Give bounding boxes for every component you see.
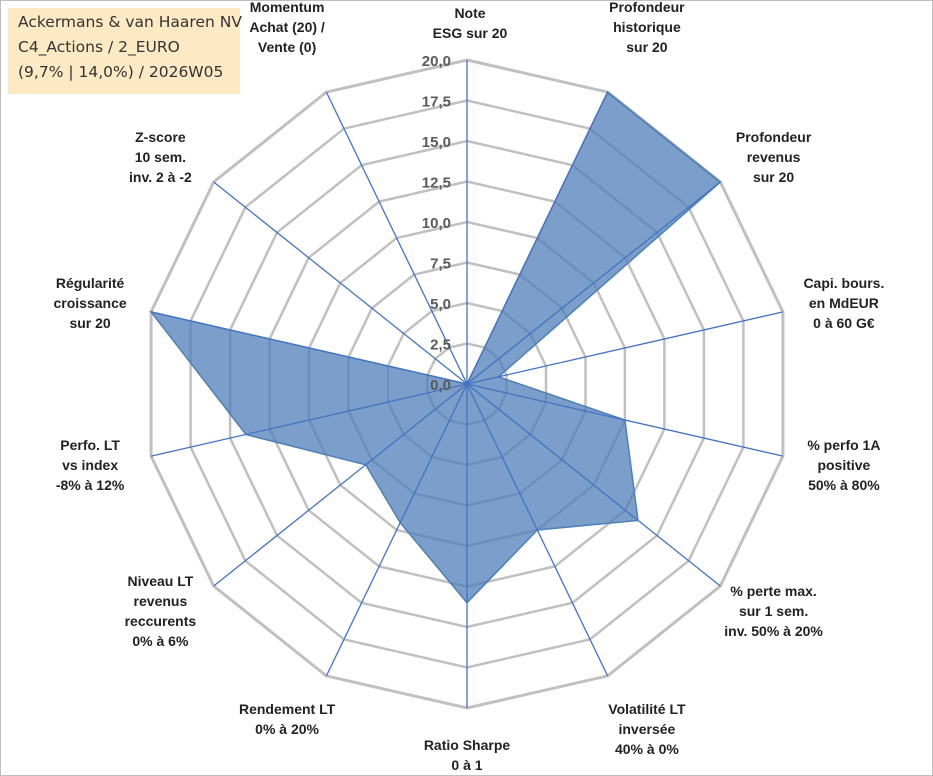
axis-label-line: revenus — [134, 593, 188, 609]
axis-spoke — [213, 181, 468, 385]
axis-label-line: % perfo 1A — [807, 437, 880, 453]
axis-label: Perfo. LT vs index -8% à 12% — [56, 437, 125, 493]
axis-spoke — [466, 311, 784, 385]
axis-label-line: Profondeur — [609, 0, 685, 15]
axis-spoke — [325, 91, 468, 385]
axis-label-line: Note — [454, 5, 485, 21]
axis-spoke — [150, 383, 468, 457]
axis-label-line: Ratio Sharpe — [424, 737, 511, 753]
axis-label-line: Achat (20) / — [249, 19, 325, 35]
axis-label-line: vs index — [62, 457, 118, 473]
axis-label: Rendement LT 0% à 20% — [239, 701, 336, 737]
axis-label-line: Régularité — [56, 275, 125, 291]
category-label: C4_Actions / 2_EURO — [18, 38, 180, 56]
axis-label-line: 0 à 60 G€ — [813, 315, 875, 331]
tick-label: 15,0 — [422, 134, 451, 151]
axis-spoke — [466, 383, 721, 587]
axis-label-line: Z-score — [135, 129, 186, 145]
axis-label: % perte max. sur 1 sem. inv. 50% à 20% — [724, 583, 823, 639]
axis-label: Niveau LT revenus reccurents 0% à 6% — [125, 573, 197, 649]
axis-label-line: 50% à 80% — [808, 477, 880, 493]
tick-label: 12,5 — [422, 175, 451, 192]
axis-label-line: -8% à 12% — [56, 477, 125, 493]
axis-label-line: Profondeur — [736, 129, 812, 145]
axis-label-line: en MdEUR — [809, 295, 879, 311]
axis-label: Z-score 10 sem. inv. 2 à -2 — [129, 129, 192, 185]
axis-label-line: revenus — [747, 149, 801, 165]
tick-label: 0,0 — [430, 377, 451, 394]
axis-label-line: sur 1 sem. — [739, 603, 808, 619]
axis-label-line: ESG sur 20 — [433, 25, 508, 41]
axis-label-line: 40% à 0% — [615, 741, 679, 757]
tick-label: 17,5 — [422, 94, 451, 111]
axis-label-line: historique — [613, 19, 681, 35]
tick-label: 7,5 — [430, 256, 451, 273]
axis-label-line: Vente (0) — [258, 39, 316, 55]
tick-label: 5,0 — [430, 296, 451, 313]
axis-label-line: 0% à 20% — [255, 721, 319, 737]
axis-label-line: inversée — [618, 721, 675, 737]
axis-label-line: 0 à 1 — [451, 757, 482, 773]
axis-label-line: reccurents — [125, 613, 197, 629]
axis-spoke — [466, 181, 721, 385]
axis-label-line: Niveau LT — [127, 573, 193, 589]
axis-label: Régularité croissance sur 20 — [54, 275, 127, 331]
axis-spoke — [325, 383, 468, 677]
axis-label-line: % perte max. — [730, 583, 816, 599]
axis-label: % perfo 1A positive 50% à 80% — [807, 437, 880, 493]
axis-label: Profondeur historique sur 20 — [609, 0, 685, 55]
axis-label-line: positive — [817, 457, 870, 473]
performance-week-label: (9,7% | 14,0%) / 2026W05 — [18, 63, 224, 81]
axis-label-line: Rendement LT — [239, 701, 336, 717]
axis-label: Volatilité LT inversée 40% à 0% — [608, 701, 686, 757]
axis-label-line: 0% à 6% — [132, 633, 189, 649]
axis-spoke — [466, 91, 609, 385]
axis-label-line: sur 20 — [626, 39, 667, 55]
axis-label-line: Capi. bours. — [803, 275, 884, 291]
axis-label-line: 10 sem. — [135, 149, 186, 165]
axis-label-line: Volatilité LT — [608, 701, 686, 717]
axis-label: Ratio Sharpe 0 à 1 — [424, 737, 511, 773]
axis-spoke — [150, 311, 468, 385]
axis-label-line: sur 20 — [753, 169, 794, 185]
axis-label-line: Perfo. LT — [60, 437, 120, 453]
axis-label: Note ESG sur 20 — [433, 5, 508, 41]
axis-label-line: croissance — [54, 295, 127, 311]
company-name: Ackermans & van Haaren NV — [18, 13, 242, 31]
axis-label-line: sur 20 — [69, 315, 110, 331]
axis-spoke — [213, 383, 468, 587]
tick-label: 2,5 — [430, 337, 451, 354]
axis-label-line: inv. 50% à 20% — [724, 623, 823, 639]
axis-label: Profondeur revenus sur 20 — [736, 129, 812, 185]
axis-label-line: inv. 2 à -2 — [129, 169, 192, 185]
axis-label: Momentum Achat (20) / Vente (0) — [249, 0, 325, 55]
tick-label: 20,0 — [422, 53, 451, 70]
axis-label: Capi. bours. en MdEUR 0 à 60 G€ — [803, 275, 884, 331]
chart-title-box: Ackermans & van Haaren NV C4_Actions / 2… — [8, 8, 242, 94]
tick-label: 10,0 — [422, 215, 451, 232]
axis-label-line: Momentum — [250, 0, 325, 15]
